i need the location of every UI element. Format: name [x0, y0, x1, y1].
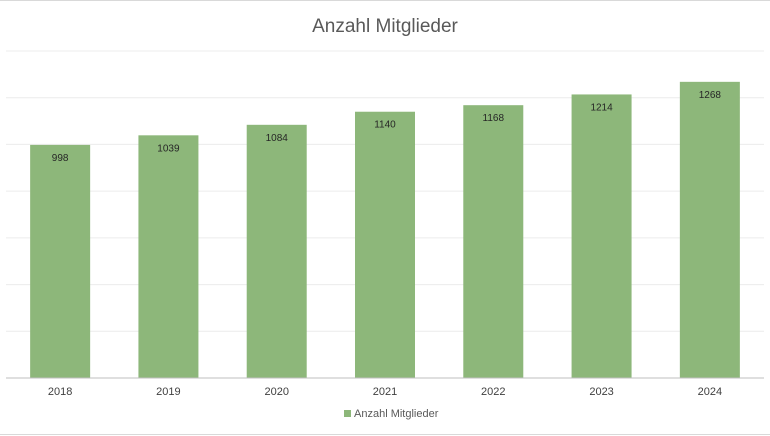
data-label-2018: 998 — [52, 153, 69, 164]
x-tick-label-2022: 2022 — [481, 386, 505, 398]
x-tick-label-2021: 2021 — [373, 386, 397, 398]
x-tick-label-2018: 2018 — [48, 386, 72, 398]
bars: 998 1039 1084 1140 1168 1214 1268 — [30, 81, 740, 379]
bar-2018 — [30, 144, 91, 378]
data-label-2022: 1168 — [483, 113, 505, 124]
x-tick-label-2019: 2019 — [156, 386, 180, 398]
bar-2022 — [463, 105, 524, 378]
legend: Anzahl Mitglieder — [344, 408, 439, 420]
data-label-2019: 1039 — [157, 143, 180, 154]
data-label-2023: 1214 — [590, 102, 613, 113]
bar-2024 — [679, 81, 740, 379]
data-label-2024: 1268 — [699, 90, 722, 101]
x-tick-labels: 2018 2019 2020 2021 2022 2023 2024 — [48, 386, 722, 398]
x-tick-label-2024: 2024 — [698, 386, 722, 398]
chart-title: Anzahl Mitglieder — [312, 16, 458, 37]
legend-swatch — [344, 410, 351, 417]
data-label-2021: 1140 — [374, 120, 396, 131]
data-label-2020: 1084 — [266, 133, 289, 144]
bar-2021 — [355, 111, 415, 378]
x-tick-label-2020: 2020 — [264, 386, 288, 398]
bar-2019 — [138, 135, 199, 378]
x-tick-label-2023: 2023 — [589, 386, 613, 398]
legend-label: Anzahl Mitglieder — [354, 408, 439, 420]
bar-2023 — [571, 94, 632, 379]
bar-2020 — [246, 124, 307, 379]
